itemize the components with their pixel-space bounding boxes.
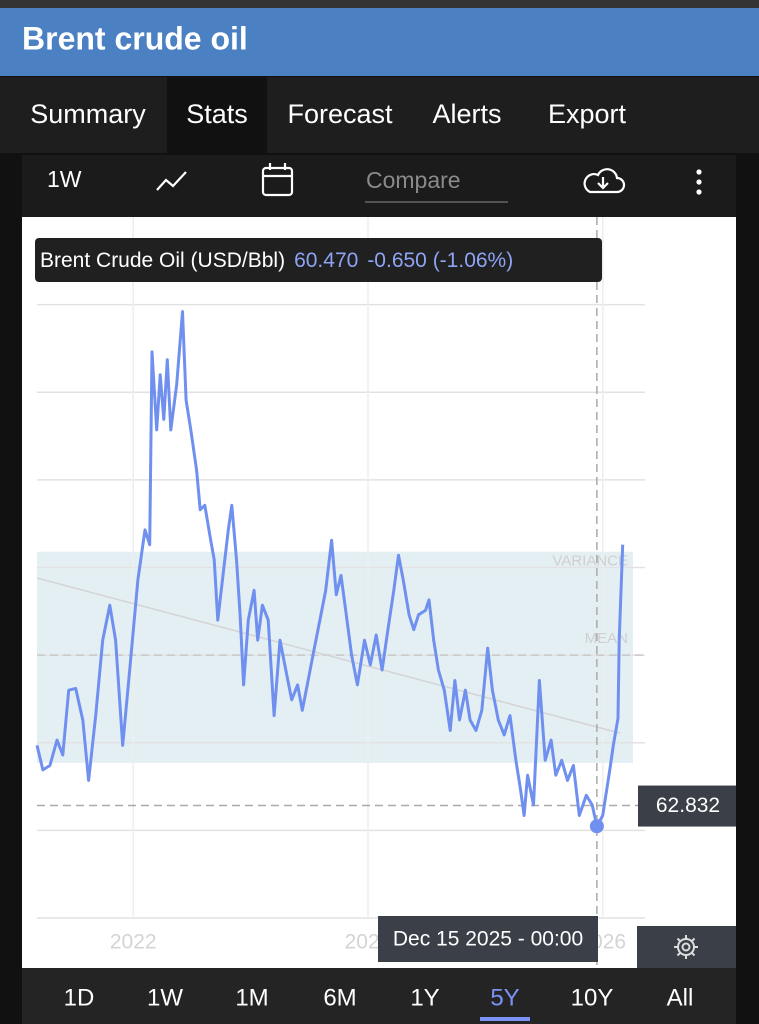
range-button[interactable]: 10Y <box>571 984 614 1011</box>
status-strip <box>0 0 759 8</box>
range-bar <box>22 968 736 1024</box>
trend-line <box>36 577 621 734</box>
header-title: Brent crude oil <box>22 20 248 56</box>
tab[interactable]: Summary <box>30 99 146 129</box>
range-button[interactable]: All <box>667 984 694 1011</box>
x-tick-label: 2022 <box>110 931 157 954</box>
last-price-box <box>638 785 736 827</box>
chart-type-icon[interactable] <box>156 171 187 191</box>
legend-change: -0.650 (-1.06%) <box>367 249 513 272</box>
range-button[interactable]: 1Y <box>410 984 439 1011</box>
interval-button[interactable]: 1W <box>47 166 82 192</box>
legend-series-name: Brent Crude Oil (USD/Bbl) <box>40 249 285 272</box>
tab[interactable]: Export <box>548 99 627 129</box>
gear-teeth <box>674 935 698 959</box>
tab[interactable]: Forecast <box>287 99 393 129</box>
more-icon[interactable] <box>696 169 702 195</box>
last-price-label: 62.832 <box>656 794 720 817</box>
compare-input[interactable]: Compare <box>366 167 461 193</box>
variance-label: VARIANCE <box>552 553 628 570</box>
hover-dot <box>589 819 604 834</box>
legend-text: Brent Crude Oil (USD/Bbl) 60.470 -0.650 (-… <box>40 249 513 272</box>
range-button[interactable]: 1W <box>147 984 183 1011</box>
tab-selected-bg <box>167 77 267 153</box>
range-button[interactable]: 6M <box>323 984 356 1011</box>
calendar-icon[interactable] <box>261 163 294 197</box>
crosshair-label: Dec 15 2025 - 00:00 <box>393 928 583 951</box>
tab[interactable]: Stats <box>186 99 248 129</box>
download-icon[interactable] <box>583 168 626 194</box>
mean-label: MEAN <box>585 630 628 647</box>
settings-box <box>637 926 736 968</box>
tab-bar <box>0 77 759 153</box>
range-button[interactable]: 1D <box>64 984 95 1011</box>
legend-value: 60.470 <box>294 249 358 272</box>
header <box>0 8 759 76</box>
legend-box <box>35 238 602 282</box>
toolbar <box>22 155 736 217</box>
range-underline <box>480 1017 530 1021</box>
settings-icon[interactable] <box>674 935 698 959</box>
crosshair-label-box <box>378 916 598 962</box>
tab[interactable]: Alerts <box>432 99 501 129</box>
range-button[interactable]: 1M <box>235 984 268 1011</box>
range-button[interactable]: 5Y <box>490 984 519 1011</box>
price-line <box>35 310 625 828</box>
gear-hub <box>681 942 691 952</box>
